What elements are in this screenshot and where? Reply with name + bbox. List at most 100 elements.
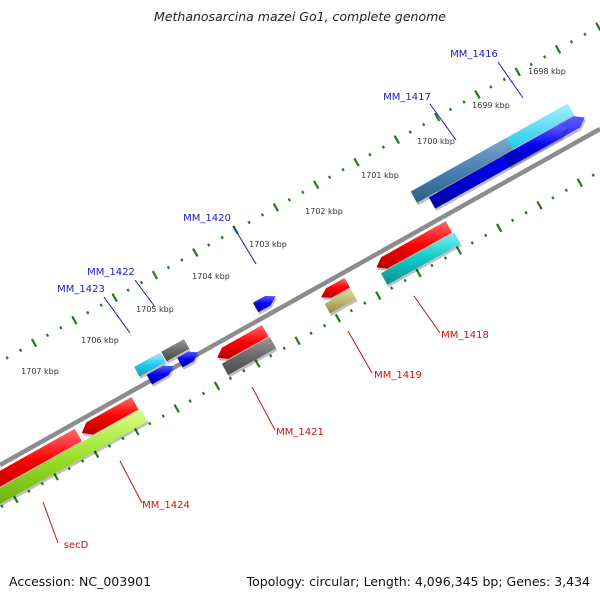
major-tick <box>254 358 261 368</box>
major-tick <box>554 44 562 54</box>
major-tick <box>415 268 422 278</box>
reverse-gene-label[interactable]: MM_1424 <box>142 500 190 511</box>
major-tick <box>353 157 360 167</box>
major-tick <box>576 178 583 188</box>
forward-gene-label[interactable]: MM_1417 <box>383 92 431 103</box>
major-tick <box>595 22 600 32</box>
major-tick <box>334 313 342 323</box>
major-tick <box>173 403 180 413</box>
gene-red-3[interactable] <box>217 325 269 359</box>
minor-tick <box>99 303 103 307</box>
minor-tick <box>510 218 515 223</box>
major-tick <box>151 270 159 280</box>
minor-tick <box>45 333 50 338</box>
minor-tick <box>301 190 305 195</box>
minor-tick <box>309 331 313 335</box>
gene-red-5[interactable] <box>81 397 139 435</box>
genome-summary-text: Topology: circular; Length: 4,096,345 bp… <box>246 574 590 589</box>
gene-red-1[interactable] <box>376 221 453 269</box>
reverse-gene-label[interactable]: MM_1419 <box>374 370 422 381</box>
minor-tick <box>564 188 569 193</box>
forward-leader-line <box>497 61 524 99</box>
scale-label: 1703 kbp <box>249 240 287 249</box>
gene-red-2[interactable] <box>320 277 350 298</box>
scale-label: 1705 kbp <box>136 305 174 314</box>
scale-label: 1699 kbp <box>472 101 510 110</box>
major-tick <box>272 202 280 212</box>
gene-mm-1422[interactable] <box>161 339 190 362</box>
minor-tick <box>542 55 547 59</box>
minor-tick <box>188 399 192 403</box>
minor-tick <box>403 278 407 283</box>
forward-gene-label[interactable]: MM_1423 <box>57 284 105 295</box>
gene-blue-2[interactable] <box>503 125 568 167</box>
major-tick <box>393 135 400 145</box>
forward-leader-line <box>103 296 131 334</box>
reverse-leader-line <box>42 501 59 544</box>
gene-blue-4[interactable] <box>177 351 199 368</box>
minor-tick <box>484 233 488 238</box>
gene-mm-1421[interactable] <box>221 336 277 376</box>
minor-tick <box>107 444 112 448</box>
forward-gene-label[interactable]: MM_1420 <box>183 213 231 224</box>
reverse-leader-line <box>119 460 143 504</box>
minor-tick <box>529 62 533 67</box>
reverse-gene-label[interactable]: MM_1421 <box>276 427 324 438</box>
major-tick <box>192 248 199 257</box>
minor-tick <box>161 414 165 418</box>
reverse-gene-label[interactable]: MM_1418 <box>441 330 489 341</box>
minor-tick <box>462 100 466 104</box>
minor-tick <box>583 32 587 37</box>
gene-red-4[interactable] <box>0 428 82 492</box>
minor-tick <box>5 356 9 360</box>
minor-tick <box>430 263 434 268</box>
major-tick <box>111 293 118 303</box>
minor-tick <box>282 346 286 351</box>
minor-tick <box>591 173 595 177</box>
major-tick <box>30 338 38 348</box>
minor-tick <box>443 256 448 260</box>
gene-blue-3[interactable] <box>146 365 174 385</box>
major-tick <box>514 67 521 77</box>
gene-mm-1424[interactable] <box>0 409 148 504</box>
minor-tick <box>381 145 386 149</box>
scale-label: 1701 kbp <box>361 171 399 180</box>
minor-tick <box>220 235 224 240</box>
minor-tick <box>121 436 125 441</box>
gene-mm-1417[interactable] <box>410 137 514 203</box>
scale-label: 1698 kbp <box>528 67 566 76</box>
minor-tick <box>247 220 251 225</box>
minor-tick <box>569 40 574 44</box>
gene-mm-1419[interactable] <box>324 289 357 314</box>
forward-leader-line <box>134 279 156 308</box>
minor-tick <box>86 310 90 315</box>
gene-mm-1420[interactable] <box>252 295 276 313</box>
minor-tick <box>59 325 63 330</box>
reverse-gene-label[interactable]: secD <box>64 540 89 551</box>
minor-tick <box>470 241 474 245</box>
major-tick <box>313 180 320 190</box>
minor-tick <box>126 288 130 292</box>
minor-tick <box>139 280 144 285</box>
major-tick <box>294 336 301 346</box>
minor-tick <box>166 265 171 270</box>
forward-leader-line <box>429 103 457 141</box>
forward-gene-label[interactable]: MM_1416 <box>450 49 498 60</box>
scale-label: 1702 kbp <box>305 207 343 216</box>
gene-mm-1423[interactable] <box>134 352 166 377</box>
minor-tick <box>390 286 394 290</box>
minor-tick <box>349 308 354 313</box>
minor-tick <box>228 376 233 381</box>
minor-tick <box>80 459 85 463</box>
minor-tick <box>327 175 332 180</box>
genome-backbone <box>0 127 600 467</box>
minor-tick <box>322 323 327 328</box>
gene-mm-1418[interactable] <box>380 232 461 285</box>
minor-tick <box>363 301 367 305</box>
minor-tick <box>551 196 555 200</box>
minor-tick <box>502 77 506 82</box>
major-tick <box>375 291 382 301</box>
major-tick <box>496 223 503 233</box>
major-tick <box>213 381 221 391</box>
forward-gene-label[interactable]: MM_1422 <box>87 267 135 278</box>
